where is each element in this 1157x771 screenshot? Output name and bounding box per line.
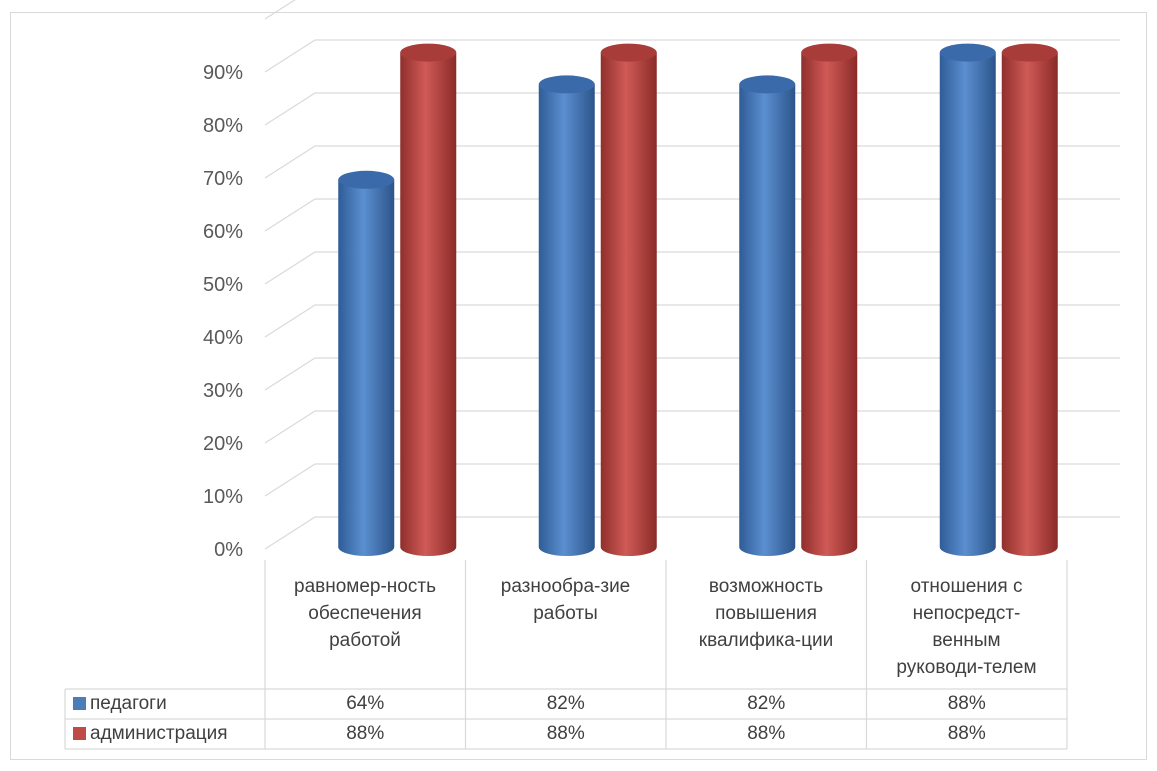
data-table-cell: 88% [947, 693, 986, 714]
legend-label: педагоги [90, 693, 167, 714]
bar-pedagogi [939, 52, 996, 556]
y-tick-label: 10% [203, 486, 243, 508]
y-tick-label: 50% [203, 274, 243, 296]
legend-swatch [73, 697, 86, 710]
bar-administracia [801, 52, 858, 556]
legend-entry: администрация [73, 720, 228, 748]
category-label-line: отношения с [910, 576, 1023, 597]
gridline [264, 463, 316, 497]
bar-top [801, 43, 858, 62]
gridline [264, 410, 316, 444]
category-label-line: руководи-телем [896, 657, 1037, 678]
category-label-line: работы [533, 603, 598, 624]
category-label-line: возможность [708, 576, 824, 597]
legend-entry: педагоги [73, 690, 167, 718]
bar-top [538, 75, 595, 94]
chart-frame [10, 12, 1147, 760]
legend-swatch [73, 727, 86, 740]
bar-administracia [600, 52, 657, 556]
gridline [264, 145, 316, 179]
y-tick-label: 30% [203, 380, 243, 402]
gridline [264, 92, 316, 126]
legend-label: администрация [90, 723, 228, 744]
bar-top [739, 75, 796, 94]
gridline [264, 251, 316, 285]
bar-top [400, 43, 457, 62]
y-tick-label: 0% [214, 539, 243, 561]
category-label-line: непосредст- [912, 603, 1021, 624]
bar-pedagogi [538, 84, 595, 557]
bar-top [600, 43, 657, 62]
y-tick-label: 90% [203, 62, 243, 84]
bar-top [939, 43, 996, 62]
gridline [264, 0, 296, 20]
category-label-line: разнообра-зие [500, 576, 631, 597]
category-label-line: равномер-ность [294, 576, 436, 597]
data-table-cell: 88% [546, 723, 585, 744]
y-tick-label: 40% [203, 327, 243, 349]
gridline [264, 357, 316, 391]
data-table-cell: 88% [747, 723, 786, 744]
y-tick-label: 20% [203, 433, 243, 455]
y-tick-label: 80% [203, 115, 243, 137]
category-label: равномер-ность обеспечения работой [265, 573, 465, 654]
data-table-cell: 82% [747, 693, 786, 714]
category-label: разнообра-зие работы [466, 573, 666, 627]
bar-administracia [400, 52, 457, 556]
gridline [264, 304, 316, 338]
category-label-line: венным [932, 630, 1001, 651]
category-label-line: работой [329, 630, 401, 651]
gridline [264, 516, 316, 550]
bar-top [338, 170, 395, 189]
data-table-cell: 88% [947, 723, 986, 744]
bar-pedagogi [338, 179, 395, 557]
bar-pedagogi [739, 84, 796, 557]
category-label-line: обеспечения [308, 603, 422, 624]
category-label: отношения с непосредст-венным руководи-тел… [867, 573, 1067, 681]
y-tick-label: 60% [203, 221, 243, 243]
category-label-line: повышения [715, 603, 817, 624]
data-table-cell: 82% [546, 693, 585, 714]
bar-top [1001, 43, 1058, 62]
bar-administracia [1001, 52, 1058, 556]
gridline [264, 39, 316, 73]
data-table-cell: 64% [346, 693, 385, 714]
gridline [264, 198, 316, 232]
category-label-line: квалифика-ции [698, 630, 834, 651]
y-tick-label: 70% [203, 168, 243, 190]
category-label: возможность повышения квалифика-ции [666, 573, 866, 654]
data-table-cell: 88% [346, 723, 385, 744]
